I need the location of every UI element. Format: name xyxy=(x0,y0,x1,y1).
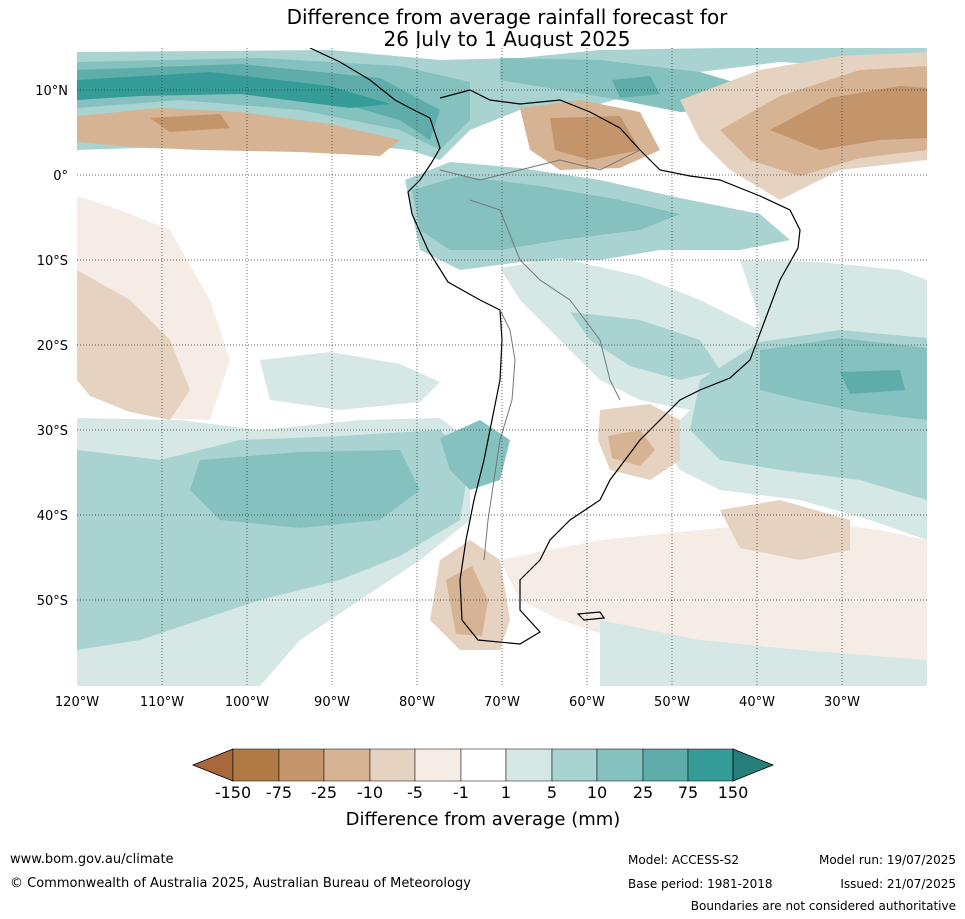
lon-label: 30°W xyxy=(824,695,860,710)
falkland-islands xyxy=(576,611,606,621)
footer-base-period: Base period: 1981-2018 xyxy=(628,877,773,891)
colorbar-segment xyxy=(323,748,371,782)
anomaly-region-pacific-brown-core xyxy=(150,114,230,132)
anomaly-region-brazil-teal xyxy=(570,312,720,380)
lat-label: 30°S xyxy=(37,424,68,439)
latitude-axis: 10°N 0° 10°S 20°S 30°S 40°S 50°S xyxy=(35,84,68,609)
colorbar-segment xyxy=(505,748,553,782)
country-borders xyxy=(439,149,641,561)
lon-label: 120°W xyxy=(55,695,99,710)
footer-model-run: Model run: 19/07/2025 xyxy=(818,853,956,867)
lon-label: 80°W xyxy=(399,695,435,710)
border-andes xyxy=(483,309,516,561)
lat-label: 50°S xyxy=(37,594,68,609)
longitude-axis: 120°W 110°W 100°W 90°W 80°W 70°W 60°W 50… xyxy=(55,695,860,710)
colorbar-tick-label: 75 xyxy=(678,783,698,802)
footer-model: Model: ACCESS-S2 xyxy=(628,853,740,867)
anomaly-region-argentina-sea-pale-brown xyxy=(500,520,927,686)
colorbar-tick-label: 25 xyxy=(633,783,653,802)
rainfall-anomaly-field xyxy=(77,48,927,686)
colorbar-segment xyxy=(596,748,644,782)
lon-label: 40°W xyxy=(739,695,775,710)
colorbar-extend-high xyxy=(732,748,775,782)
colorbar-tick-label: -5 xyxy=(407,783,423,802)
footer-copyright: © Commonwealth of Australia 2025, Austra… xyxy=(10,876,471,891)
lon-label: 70°W xyxy=(484,695,520,710)
lon-label: 50°W xyxy=(654,695,690,710)
colorbar-segment xyxy=(369,748,416,782)
lon-label: 60°W xyxy=(569,695,605,710)
anomaly-region-south-atlantic-teal-center xyxy=(840,370,905,394)
colorbar-tick-label: -75 xyxy=(266,783,292,802)
colorbar-title: Difference from average (mm) xyxy=(346,809,621,830)
colorbar-tick-label: -150 xyxy=(215,783,251,802)
lat-label: 0° xyxy=(53,169,68,184)
colorbar-segment xyxy=(232,748,280,782)
colorbar-segment xyxy=(278,748,325,782)
lon-label: 110°W xyxy=(140,695,184,710)
anomaly-region-patagonia-brown-core xyxy=(446,566,488,636)
lat-label: 10°N xyxy=(35,84,68,99)
border-brazil-west xyxy=(469,199,621,401)
colorbar-tick-label: 1 xyxy=(501,783,511,802)
lon-label: 100°W xyxy=(225,695,269,710)
central-america-coast xyxy=(309,48,441,163)
lon-label: 90°W xyxy=(314,695,350,710)
colorbar-tick-label: -25 xyxy=(311,783,337,802)
lat-label: 20°S xyxy=(37,339,68,354)
map-title-line-2: 26 July to 1 August 2025 xyxy=(383,27,631,51)
colorbar-tick-label: 5 xyxy=(547,783,557,802)
colorbar-tick-label: -1 xyxy=(453,783,469,802)
anomaly-region-uruguay-brown-core xyxy=(608,430,655,466)
coastline xyxy=(309,48,801,645)
footer-url[interactable]: www.bom.gov.au/climate xyxy=(10,852,174,867)
colorbar-segment xyxy=(687,748,734,782)
gridlines xyxy=(77,48,927,686)
anomaly-region-chile-teal xyxy=(440,420,510,490)
footer-issued: Issued: 21/07/2025 xyxy=(840,877,956,891)
anomaly-region-southern-pacific-teal-core xyxy=(190,450,420,528)
map-panel xyxy=(77,48,927,686)
anomaly-region-far-south-teal xyxy=(600,620,927,686)
colorbar-segment xyxy=(642,748,689,782)
anomaly-region-atlantic-brown-core xyxy=(770,86,927,150)
colorbar-segment xyxy=(551,748,598,782)
colorbar-tick-label: -10 xyxy=(357,783,383,802)
colorbar-segment xyxy=(460,748,507,782)
anomaly-region-pacific-20s-teal xyxy=(260,352,440,410)
anomaly-region-se-pacific-brown xyxy=(77,270,190,420)
colorbar-extend-low xyxy=(191,748,234,782)
lat-label: 10°S xyxy=(37,254,68,269)
anomaly-region-amazon-teal xyxy=(412,176,680,250)
lat-label: 40°S xyxy=(37,509,68,524)
anomaly-region-caribbean-teal-core xyxy=(612,76,660,98)
south-america-coast xyxy=(407,89,801,645)
map-title-line-1: Difference from average rainfall forecas… xyxy=(286,5,728,29)
border-northern xyxy=(439,149,641,181)
colorbar-tick-label: 150 xyxy=(718,783,749,802)
colorbar-segment xyxy=(414,748,462,782)
footer-disclaimer: Boundaries are not considered authoritat… xyxy=(690,899,956,913)
colorbar-tick-label: 10 xyxy=(587,783,607,802)
colorbar: -150 -75 -25 -10 -5 -1 1 5 10 25 75 150 … xyxy=(191,748,775,830)
